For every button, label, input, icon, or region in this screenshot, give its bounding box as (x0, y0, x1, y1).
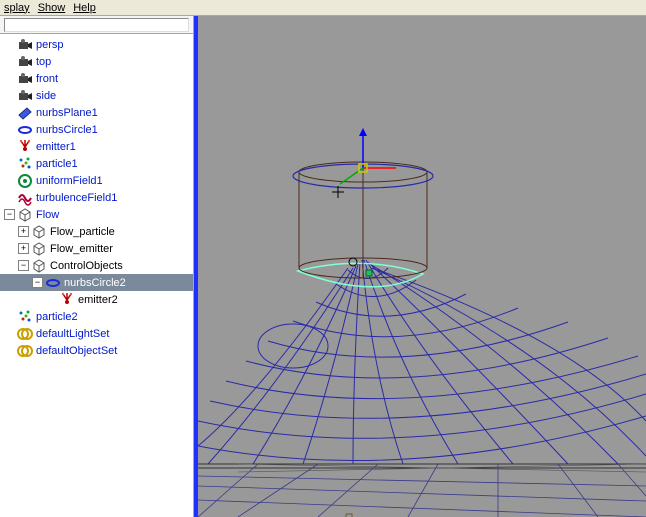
outliner-item-particle2[interactable]: particle2 (0, 308, 193, 325)
set-icon (17, 343, 33, 359)
camera-icon (17, 71, 33, 87)
menu-bar: splay Show Help (0, 0, 646, 16)
outliner-item-Flow_emitter[interactable]: + Flow_emitter (0, 240, 193, 257)
outliner-item-nurbsPlane1[interactable]: nurbsPlane1 (0, 104, 193, 121)
expander-icon[interactable]: − (4, 209, 15, 220)
expander-icon[interactable]: + (18, 243, 29, 254)
outliner-item-label: Flow_particle (50, 226, 115, 238)
camera-icon (17, 54, 33, 70)
nurbs-plane-wire (198, 260, 646, 464)
group-icon (17, 207, 33, 223)
outliner-tree[interactable]: persp top front side nurbsPlane1 nurbsCircle1… (0, 34, 193, 361)
outliner-item-label: nurbsPlane1 (36, 107, 98, 119)
outliner-item-label: uniformField1 (36, 175, 103, 187)
outliner-item-label: particle2 (36, 311, 78, 323)
outliner-item-nurbsCircle2[interactable]: − nurbsCircle2 (0, 274, 193, 291)
outliner-item-label: ControlObjects (50, 260, 123, 272)
circle-icon (45, 275, 61, 291)
viewport-wireframe (198, 16, 646, 517)
outliner-item-Flow_particle[interactable]: + Flow_particle (0, 223, 193, 240)
outliner-item-particle1[interactable]: particle1 (0, 155, 193, 172)
set-icon (17, 326, 33, 342)
expander-icon[interactable]: + (18, 226, 29, 237)
group-icon (31, 224, 47, 240)
particle-icon (17, 156, 33, 172)
outliner-item-defaultObjectSet[interactable]: defaultObjectSet (0, 342, 193, 359)
outliner-item-front[interactable]: front (0, 70, 193, 87)
outliner-item-label: side (36, 90, 56, 102)
menu-display[interactable]: splay (4, 2, 30, 14)
outliner-item-label: emitter1 (36, 141, 76, 153)
outliner-item-emitter2[interactable]: emitter2 (0, 291, 193, 308)
outliner-item-label: defaultObjectSet (36, 345, 117, 357)
group-icon (31, 258, 47, 274)
particle-icon (17, 309, 33, 325)
outliner-panel: persp top front side nurbsPlane1 nurbsCircle1… (0, 16, 194, 517)
outliner-item-label: persp (36, 39, 64, 51)
outliner-item-label: nurbsCircle2 (64, 277, 126, 289)
outliner-filter-input[interactable] (4, 18, 189, 32)
outliner-item-label: defaultLightSet (36, 328, 109, 340)
outliner-item-emitter1[interactable]: emitter1 (0, 138, 193, 155)
camera-icon (17, 88, 33, 104)
outliner-item-label: top (36, 56, 51, 68)
menu-help[interactable]: Help (73, 2, 96, 14)
emitter-marker (366, 270, 372, 276)
outliner-item-turbulenceField1[interactable]: turbulenceField1 (0, 189, 193, 206)
outliner-item-label: Flow (36, 209, 59, 221)
outliner-item-uniformField1[interactable]: uniformField1 (0, 172, 193, 189)
turb-icon (17, 190, 33, 206)
outliner-item-label: nurbsCircle1 (36, 124, 98, 136)
outliner-item-ControlObjects[interactable]: − ControlObjects (0, 257, 193, 274)
outliner-item-label: front (36, 73, 58, 85)
circle-icon (17, 122, 33, 138)
outliner-item-side[interactable]: side (0, 87, 193, 104)
outliner-item-label: emitter2 (78, 294, 118, 306)
expander-icon[interactable]: − (32, 277, 43, 288)
camera-icon (17, 37, 33, 53)
outliner-item-label: particle1 (36, 158, 78, 170)
outliner-item-top[interactable]: top (0, 53, 193, 70)
emitter-icon (59, 292, 75, 308)
emitter-icon (17, 139, 33, 155)
outliner-item-Flow[interactable]: − Flow (0, 206, 193, 223)
field-icon (17, 173, 33, 189)
outliner-item-defaultLightSet[interactable]: defaultLightSet (0, 325, 193, 342)
outliner-toolbar (0, 16, 193, 34)
outliner-item-label: Flow_emitter (50, 243, 113, 255)
outliner-item-label: turbulenceField1 (36, 192, 117, 204)
menu-show[interactable]: Show (38, 2, 66, 14)
plane-icon (17, 105, 33, 121)
outliner-item-nurbsCircle1[interactable]: nurbsCircle1 (0, 121, 193, 138)
viewport-3d[interactable] (198, 16, 646, 517)
outliner-item-persp[interactable]: persp (0, 36, 193, 53)
expander-icon[interactable]: − (18, 260, 29, 271)
group-icon (31, 241, 47, 257)
